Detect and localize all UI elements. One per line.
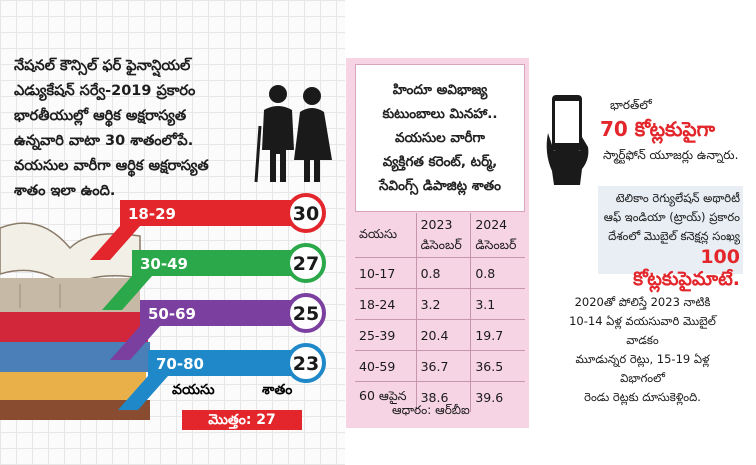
age-cell: 10-17 <box>355 257 417 289</box>
intro-line: ఎడ్యుకేషన్ సర్వే-2019 ప్రకారం <box>14 83 196 99</box>
age-cell: 40-59 <box>355 350 417 382</box>
col-2024-year: 2024 <box>470 213 525 235</box>
value-2024-cell: 19.7 <box>470 319 525 351</box>
col-2024-month: డిసెంబర్ <box>470 235 525 258</box>
title-line: సేవింగ్స్ డిపాజిట్ల శాతం <box>379 178 501 194</box>
mobile-growth-text: 2020తో పోలిస్తే 2023 నాటికి 10-14 ఏళ్ల వ… <box>555 293 730 407</box>
smartphone-intro: భారత్‌లో <box>610 98 652 112</box>
bar-ribbon <box>90 200 306 260</box>
growth-line: 2020తో పోలిస్తే 2023 నాటికి <box>574 295 711 309</box>
age-cell: 25-39 <box>355 319 417 351</box>
age-category-label: 18-29 <box>128 205 176 223</box>
age-cell: 18-24 <box>355 288 417 320</box>
smartphone-users: స్మార్ట్‌ఫోన్ యూజర్లు ఉన్నారు. <box>603 148 739 162</box>
title-line: వ్యక్తిగత కరెంట్, టర్మ్, <box>382 154 498 170</box>
table-row: 60 ఆపైన 38.6 39.6 <box>355 381 525 412</box>
data-label: 27 <box>293 253 319 275</box>
elderly-couple-icon <box>254 85 332 183</box>
growth-line: మూడున్నర రెట్లు, 15-19 ఏళ్ల విభాగంలో <box>575 352 710 385</box>
deposits-table-title: హిందూ అవిభాజ్య కుటుంబాలు మినహా.. వయసుల వ… <box>355 64 525 212</box>
value-circle <box>286 193 326 233</box>
trai-line: ఆఫ్ ఇండియా (ట్రాయ్) ప్రకారం <box>603 210 740 224</box>
intro-line: ఉన్నవారి వాటా 30 శాతంలోపే. <box>14 133 194 149</box>
table-row: 18-24 3.2 3.1 <box>355 288 525 320</box>
trai-line: టెలికాం రెగ్యులేషన్ అథారిటీ <box>615 191 740 205</box>
age-cell: 60 ఆపైన <box>355 381 417 412</box>
value-2023-cell: 0.8 <box>415 257 471 289</box>
col-2023-year: 2023 <box>415 213 471 235</box>
table-row: 10-17 0.8 0.8 <box>355 257 525 289</box>
bar-ribbon <box>110 300 306 360</box>
data-label: 25 <box>293 303 319 325</box>
smartphone-count: 70 కోట్లకుపైగా <box>600 117 716 141</box>
intro-line: వయసుల వారీగా ఆర్థిక అక్షరాస్యత <box>14 158 209 174</box>
total-label: మొత్తం: 27 <box>182 410 302 430</box>
value-circle <box>286 343 326 383</box>
col-age-header: వయసు <box>359 225 398 241</box>
col-2023-month: డిసెంబర్ <box>415 235 471 258</box>
source-label: ఆధారం: ఆర్‌బీఐ <box>392 403 470 417</box>
age-category-label: 30-49 <box>140 255 188 273</box>
hand-phone-icon <box>546 95 589 185</box>
age-category-label: 70-80 <box>156 355 204 373</box>
intro-line: నేషనల్ కౌన్సిల్ ఫర్ ఫైనాన్షియల్ <box>14 58 191 74</box>
value-2023-cell: 36.7 <box>415 350 471 382</box>
y-axis-label: శాతం <box>262 382 292 398</box>
growth-line: రెండు రెట్లకు దూసుకెళ్లింది. <box>584 390 701 404</box>
value-2023-cell: 38.6 <box>415 381 471 412</box>
table-row: 40-59 36.7 36.5 <box>355 350 525 382</box>
value-2023-cell: 3.2 <box>415 288 471 320</box>
intro-line: శాతం ఇలా ఉంది. <box>14 183 116 199</box>
trai-text: టెలికాం రెగ్యులేషన్ అథారిటీ ఆఫ్ ఇండియా (… <box>598 189 740 246</box>
intro-text: నేషనల్ కౌన్సిల్ ఫర్ ఫైనాన్షియల్ ఎడ్యుకేష… <box>14 54 289 204</box>
x-axis-label: వయసు <box>172 382 215 398</box>
value-circle <box>286 293 326 333</box>
trai-box <box>598 186 743 274</box>
data-label: 23 <box>293 353 319 375</box>
value-2024-cell: 39.6 <box>470 381 525 412</box>
mobile-connections-count: 100 కోట్లకుపైమాటే. <box>633 246 740 290</box>
value-2023-cell: 20.4 <box>415 319 471 351</box>
intro-line: భారతీయుల్లో ఆర్థిక అక్షరాస్యత <box>14 108 187 124</box>
title-line: కుటుంబాలు మినహా.. <box>382 106 498 122</box>
table-row: 25-39 20.4 19.7 <box>355 319 525 351</box>
value-2024-cell: 36.5 <box>470 350 525 382</box>
bar-ribbon <box>118 350 306 410</box>
deposits-table: వయసు 2023 2024 డిసెంబర్ డిసెంబర్ 10-17 0… <box>355 213 525 412</box>
age-category-label: 50-69 <box>148 305 196 323</box>
data-label: 30 <box>293 203 319 225</box>
title-line: హిందూ అవిభాజ్య <box>392 82 488 98</box>
age-literacy-chart: 18-29 30 30-49 27 50-69 25 70-80 23 వయసు శాతం <box>90 193 326 410</box>
title-line: వయసుల వారీగా <box>395 130 485 146</box>
bar-ribbon <box>102 250 306 310</box>
value-circle <box>286 243 326 283</box>
trai-line: దేశంలో మొబైల్ కనెక్షన్ల సంఖ్య <box>608 229 740 243</box>
growth-line: 10-14 ఏళ్ల వయసువారి మొబైల్ వాడకం <box>569 314 716 347</box>
value-2024-cell: 3.1 <box>470 288 525 320</box>
value-2024-cell: 0.8 <box>470 257 525 289</box>
